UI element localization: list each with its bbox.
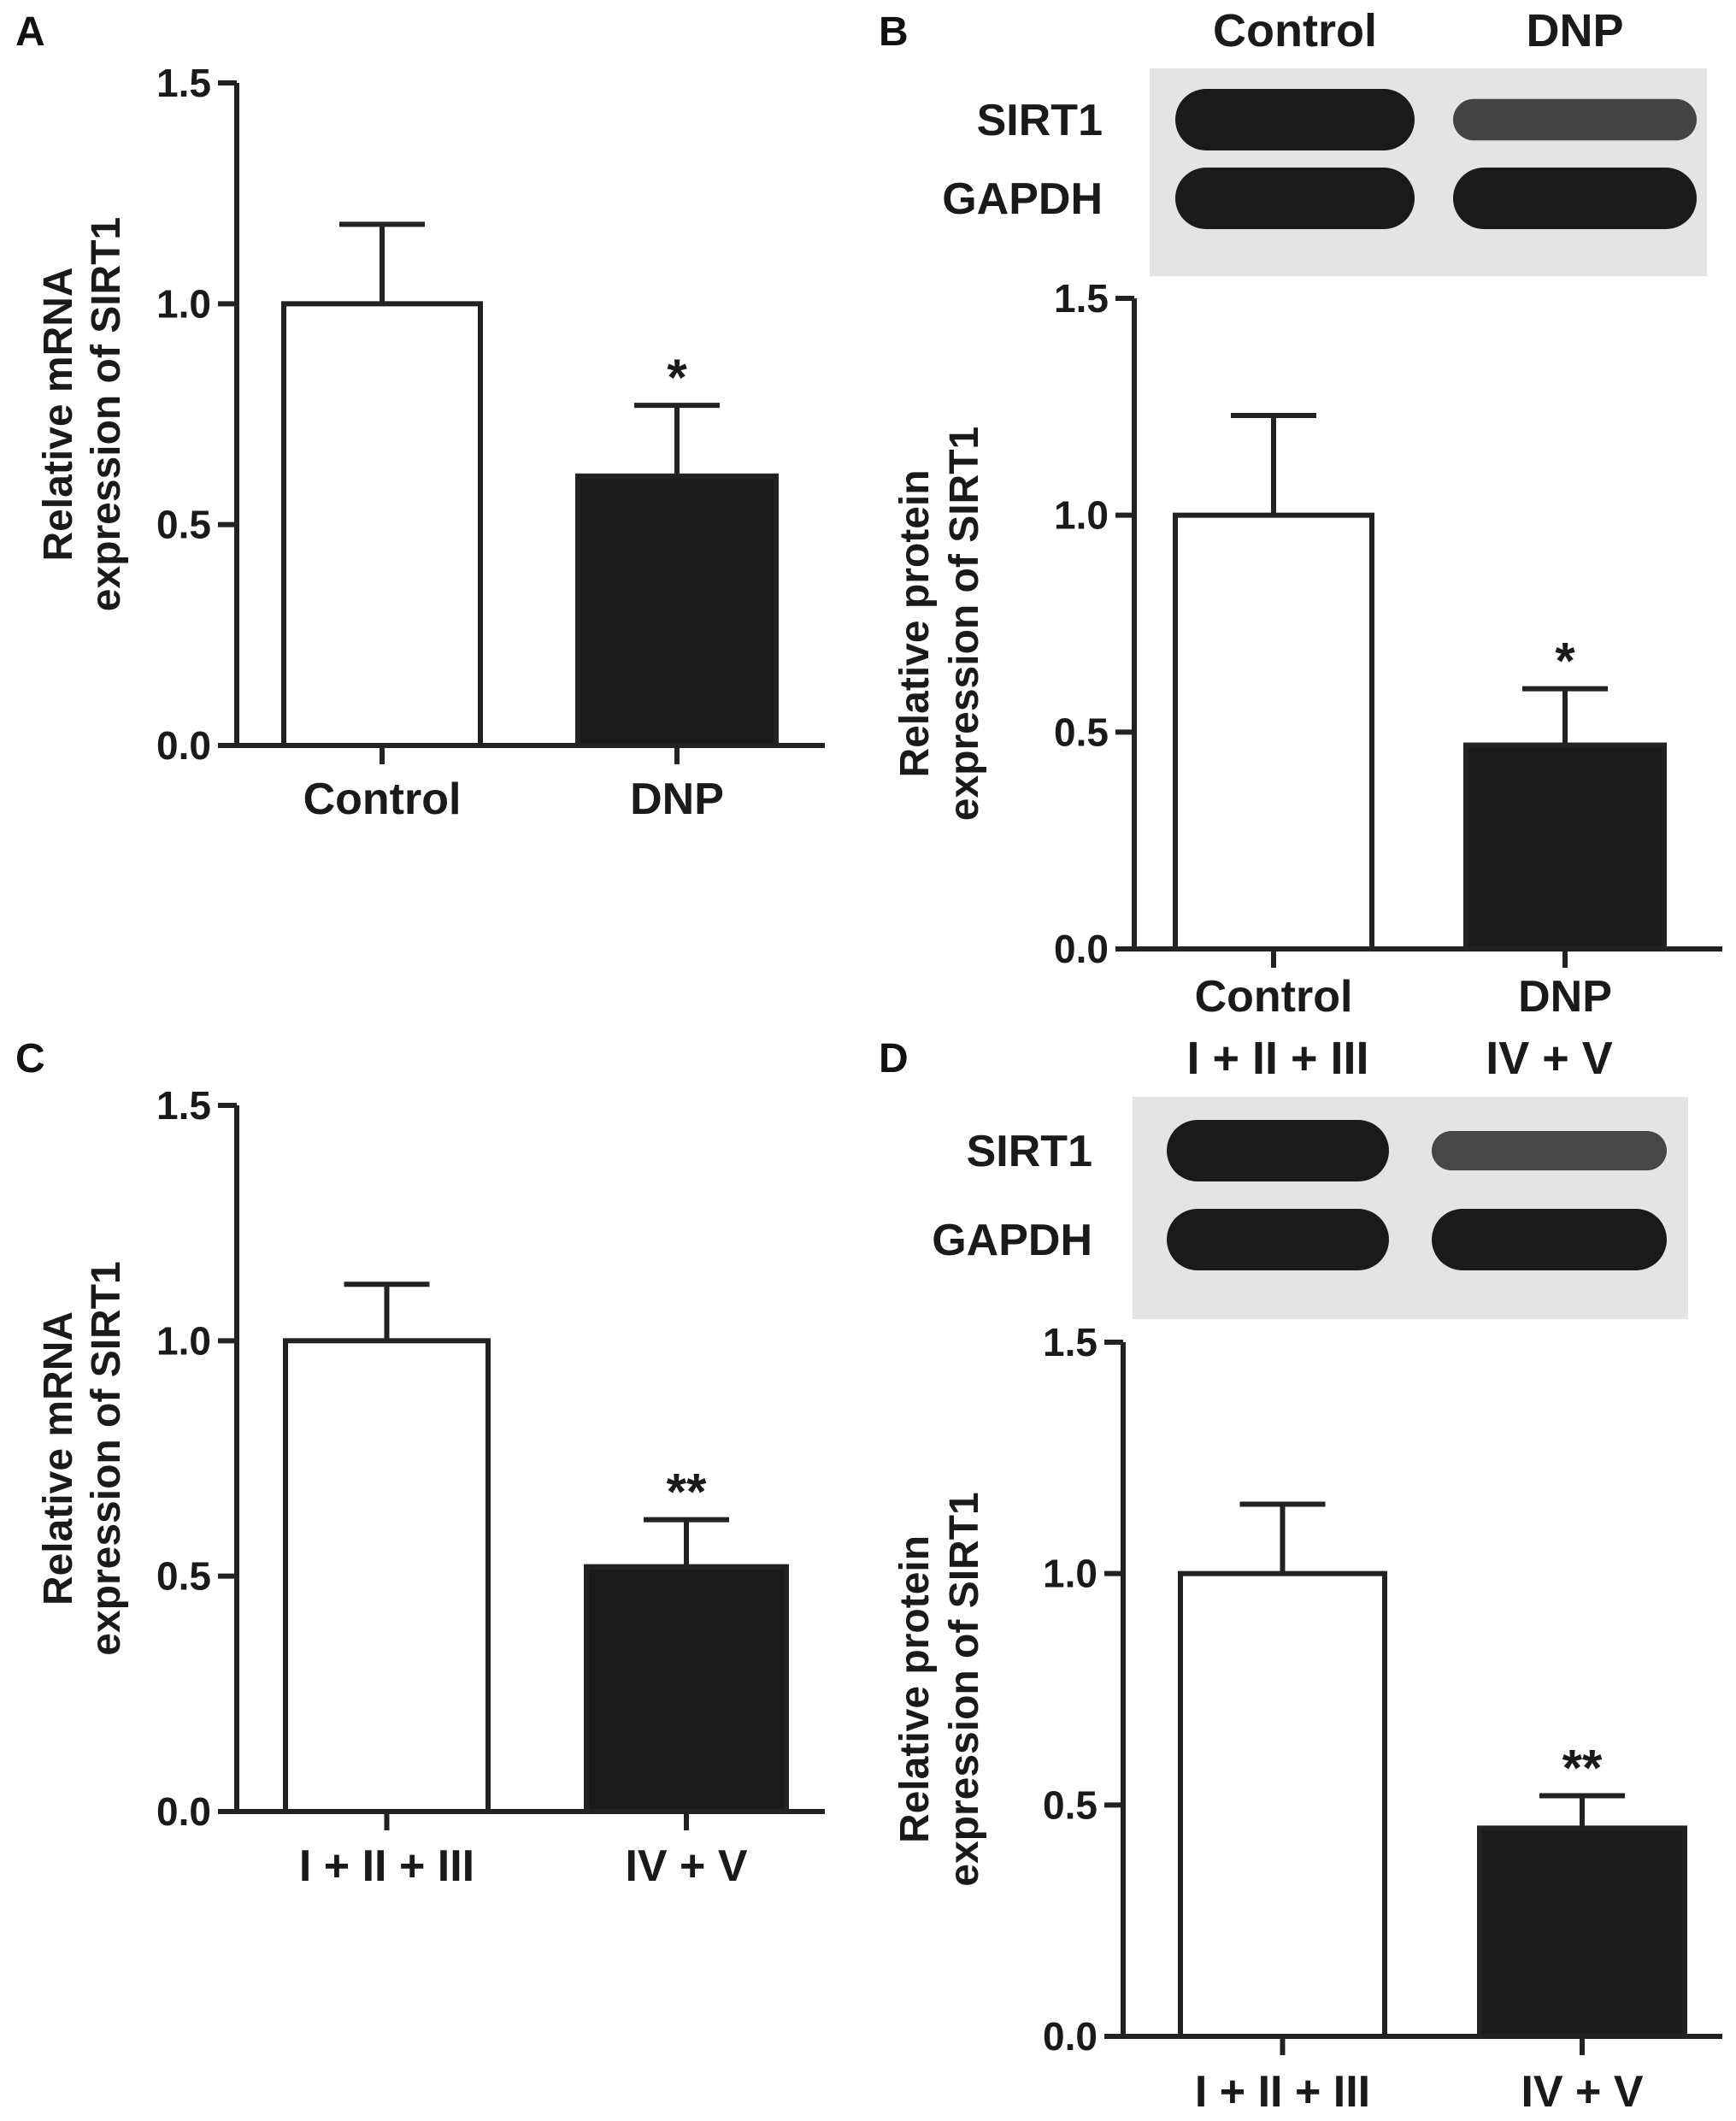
x-tick-label: IV + V — [1521, 2067, 1643, 2117]
significance-marker: ** — [667, 1464, 707, 1521]
y-tick-label: 0.5 — [1043, 1782, 1098, 1827]
y-tick-label: 1.0 — [156, 1318, 211, 1363]
y-tick-label: 0.5 — [156, 1554, 211, 1599]
bar — [281, 301, 483, 749]
x-tick-label: Control — [303, 775, 462, 824]
y-tick-label: 0.0 — [1054, 927, 1109, 971]
y-tick-label: 1.5 — [1043, 1320, 1098, 1364]
y-tick-label: 0.5 — [156, 503, 211, 547]
blot-row-label: SIRT1 — [977, 96, 1103, 145]
y-tick-label: 1.0 — [1043, 1552, 1098, 1596]
panel-letter-b: B — [879, 9, 909, 55]
y-tick-label: 0.0 — [156, 723, 211, 768]
bar — [1178, 1570, 1387, 2039]
x-tick-label: Control — [1195, 972, 1353, 1022]
y-axis-label: expression of SIRT1 — [942, 1492, 987, 1886]
chart-panel-a: 0.0 0.5 1.0 1.5 Relative mRNA expression of S… — [36, 61, 825, 824]
blot-lane-label: I + II + III — [1186, 1033, 1368, 1084]
chart-panel-c: 0.0 0.5 1.0 1.5 Relative mRNA expression of S… — [36, 1083, 825, 1881]
bar — [575, 473, 779, 748]
bar — [1463, 742, 1667, 952]
x-tick-label: IV + V — [625, 1841, 747, 1881]
bar — [1477, 1825, 1687, 2040]
x-tick-label: I + II + III — [299, 1841, 474, 1881]
x-tick-label: DNP — [1518, 972, 1612, 1022]
blot-row-label: SIRT1 — [967, 1127, 1092, 1176]
panel-letter-c: C — [15, 1036, 45, 1081]
bar — [1173, 512, 1374, 952]
y-tick-label: 1.0 — [1054, 493, 1109, 538]
y-tick-label: 1.5 — [156, 61, 211, 105]
blot-row-label: GAPDH — [932, 1216, 1092, 1265]
bar — [283, 1338, 491, 1815]
x-tick-label: I + II + III — [1195, 2067, 1370, 2117]
panel-letter-a: A — [15, 9, 45, 55]
y-axis-label: Relative mRNA — [36, 1311, 81, 1605]
y-tick-label: 1.5 — [156, 1083, 211, 1128]
bar — [584, 1564, 789, 1814]
blot-band — [1175, 89, 1415, 150]
y-tick-label: 0.0 — [156, 1789, 211, 1834]
y-axis-label: expression of SIRT1 — [84, 1261, 129, 1655]
y-tick-label: 1.5 — [1054, 276, 1109, 321]
y-axis-label: Relative protein — [892, 1535, 938, 1843]
significance-marker: * — [1555, 633, 1575, 690]
blot-band — [1432, 1209, 1667, 1270]
significance-marker: ** — [1562, 1740, 1603, 1797]
y-tick-label: 1.0 — [156, 281, 211, 326]
panel-letter-d: D — [879, 1036, 909, 1081]
significance-marker: * — [667, 349, 687, 406]
x-tick-label: DNP — [630, 775, 724, 824]
y-axis-label: Relative mRNA — [36, 267, 81, 561]
y-tick-label: 0.0 — [1043, 2014, 1098, 2059]
y-axis-label: expression of SIRT1 — [84, 217, 129, 611]
blot-band — [1167, 1209, 1389, 1270]
blot-band — [1175, 168, 1415, 229]
blot-band — [1453, 168, 1697, 229]
blot-band — [1432, 1131, 1667, 1170]
blot-band — [1453, 98, 1697, 141]
blot-lane-label: DNP — [1526, 5, 1623, 56]
y-axis-label: expression of SIRT1 — [942, 427, 987, 821]
blot-lane-label: Control — [1213, 5, 1377, 56]
blot-band — [1167, 1120, 1389, 1181]
blot-lane-label: IV + V — [1486, 1033, 1613, 1084]
blot-row-label: GAPDH — [942, 174, 1103, 224]
chart-panel-b: Control DNP SIRT1 GAPDH 0.0 0.5 1.0 1.5 Relative… — [892, 5, 1722, 1022]
chart-panel-d: I + II + III IV + V SIRT1 GAPDH 0.0 0.5 1.0 1.5… — [892, 1033, 1722, 2117]
y-axis-label: Relative protein — [892, 469, 938, 777]
y-tick-label: 0.5 — [1054, 710, 1109, 754]
